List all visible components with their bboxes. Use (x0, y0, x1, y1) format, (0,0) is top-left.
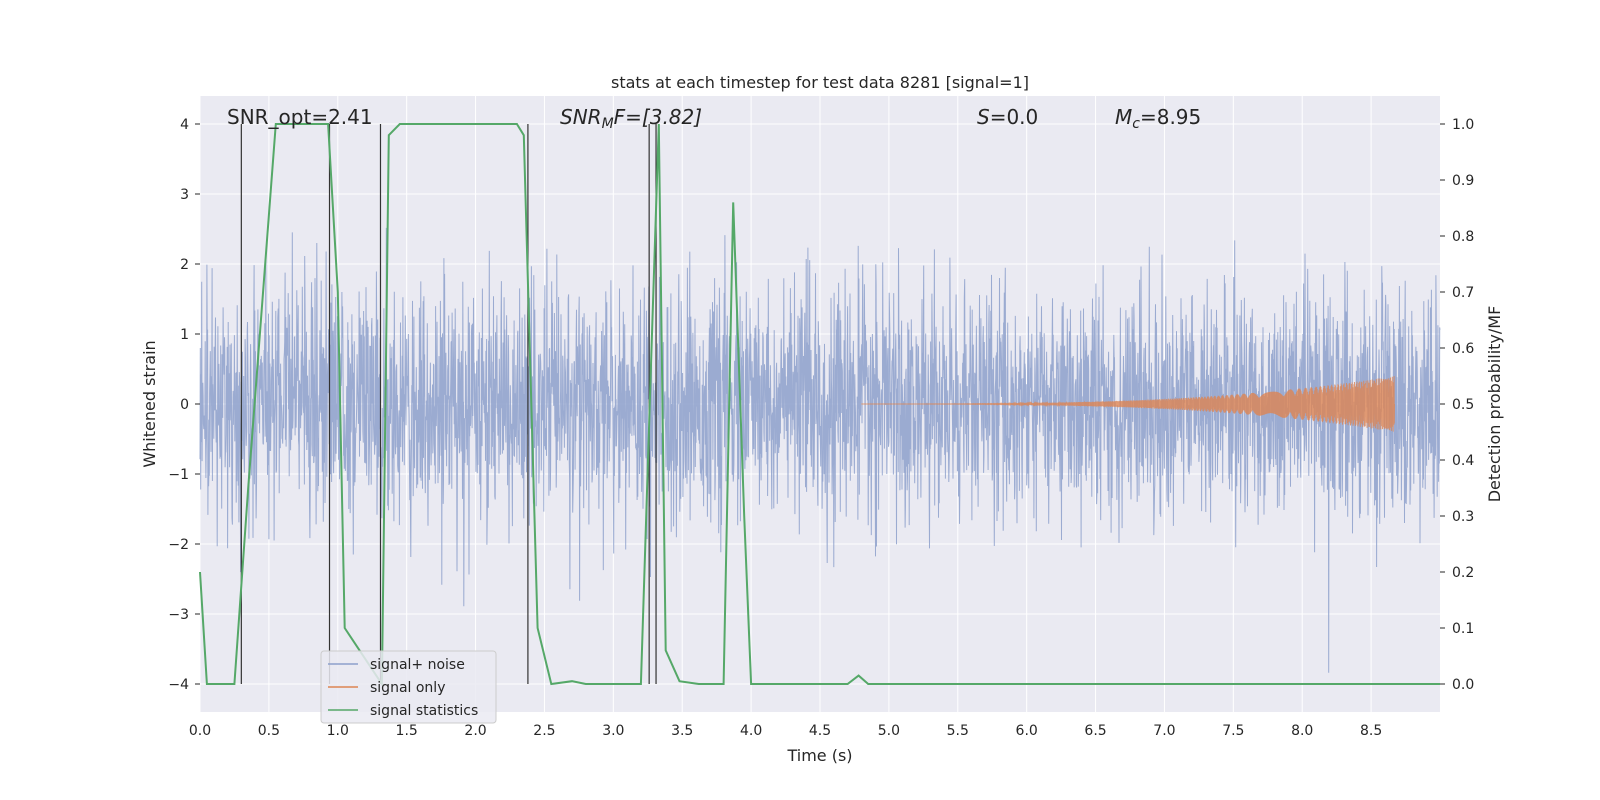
y-tick-label: 0 (180, 397, 189, 413)
y-tick-label: 2 (180, 257, 189, 273)
y-right-tick-label: 0.4 (1452, 453, 1474, 469)
x-tick-label: 0.5 (258, 723, 280, 739)
x-tick-label: 1.5 (396, 723, 418, 739)
x-tick-label: 3.0 (602, 723, 624, 739)
legend: signal+ noise signal only signal statist… (320, 650, 497, 724)
y-right-tick-label: 0.5 (1452, 397, 1474, 413)
y-right-tick-label: 0.1 (1452, 621, 1474, 637)
legend-label-signal: signal only (370, 680, 445, 696)
x-tick-label: 3.5 (671, 723, 693, 739)
y-tick-label: −3 (168, 607, 189, 623)
signal-line (861, 376, 1395, 432)
legend-label-stats: signal statistics (370, 703, 478, 719)
y-right-tick-label: 0.6 (1452, 341, 1474, 357)
y-right-tick-label: 0.7 (1452, 285, 1474, 301)
y-tick-label: −2 (168, 537, 189, 553)
annotation-snr-opt: SNR_opt=2.41 (227, 105, 373, 129)
y-right-tick-label: 0.8 (1452, 229, 1474, 245)
annotation-s-rest: =0.0 (990, 105, 1039, 129)
x-tick-label: 4.0 (740, 723, 762, 739)
y-tick-label: −1 (168, 467, 189, 483)
y-tick-label: 3 (180, 187, 189, 203)
annotation-snr-mf-rest: F=[3.82] (614, 105, 702, 129)
y-right-tick-label: 0.9 (1452, 173, 1474, 189)
y-right-tick-label: 0.0 (1452, 677, 1474, 693)
x-tick-label: 7.5 (1222, 723, 1244, 739)
y-right-tick-label: 0.2 (1452, 565, 1474, 581)
x-tick-label: 6.0 (1016, 723, 1038, 739)
y-right-tick-label: 0.3 (1452, 509, 1474, 525)
y-ticks-right: 0.0 0.1 0.2 0.3 0.4 0.5 0.6 0.7 0.8 0.9 1.0 (1440, 117, 1474, 693)
legend-label-noise: signal+ noise (370, 657, 465, 673)
legend-box (320, 650, 497, 724)
stats-line (199, 123, 1440, 688)
x-tick-label: 4.5 (809, 723, 831, 739)
y-tick-label: 1 (180, 327, 189, 343)
noise-line (199, 227, 1441, 673)
annotation-mc-sub: c (1132, 116, 1140, 132)
annotation-snr-mf-name: SNR (560, 105, 602, 129)
chart-title: stats at each timestep for test data 828… (611, 73, 1029, 92)
y-axis-label-right: Detection probability/MF (1485, 306, 1504, 503)
x-tick-label: 8.0 (1291, 723, 1313, 739)
signal-series (861, 376, 1395, 432)
x-tick-label: 1.0 (327, 723, 349, 739)
x-axis-label: Time (s) (786, 746, 852, 765)
x-ticks: 0.0 0.5 1.0 1.5 2.0 2.5 3.0 3.5 4.0 4.5 5.0 5.5 6.0 6… (189, 723, 1382, 739)
y-right-tick-label: 1.0 (1452, 117, 1474, 133)
stats-series (199, 123, 1440, 688)
x-tick-label: 8.5 (1360, 723, 1382, 739)
annotation-mc-name: M (1115, 105, 1132, 129)
x-tick-label: 5.0 (878, 723, 900, 739)
y-tick-label: 4 (180, 117, 189, 133)
x-tick-label: 7.0 (1153, 723, 1175, 739)
annotation-s-name: S (977, 105, 990, 129)
y-ticks-left: −4 −3 −2 −1 0 1 2 3 4 (168, 117, 200, 693)
annotation-mc-rest: =8.95 (1140, 105, 1201, 129)
x-tick-label: 2.5 (533, 723, 555, 739)
annotation-snr-mf: SNRMF=[3.82] (560, 105, 702, 132)
x-tick-label: 0.0 (189, 723, 211, 739)
y-tick-label: −4 (168, 677, 189, 693)
annotation-mc: Mc=8.95 (1115, 105, 1201, 132)
noise-series (199, 227, 1441, 673)
x-tick-label: 6.5 (1084, 723, 1106, 739)
x-tick-label: 5.5 (947, 723, 969, 739)
annotation-s: S=0.0 (977, 105, 1038, 129)
y-axis-label-left: Whitened strain (140, 340, 159, 467)
x-tick-label: 2.0 (464, 723, 486, 739)
annotation-snr-mf-sub: M (602, 116, 614, 132)
